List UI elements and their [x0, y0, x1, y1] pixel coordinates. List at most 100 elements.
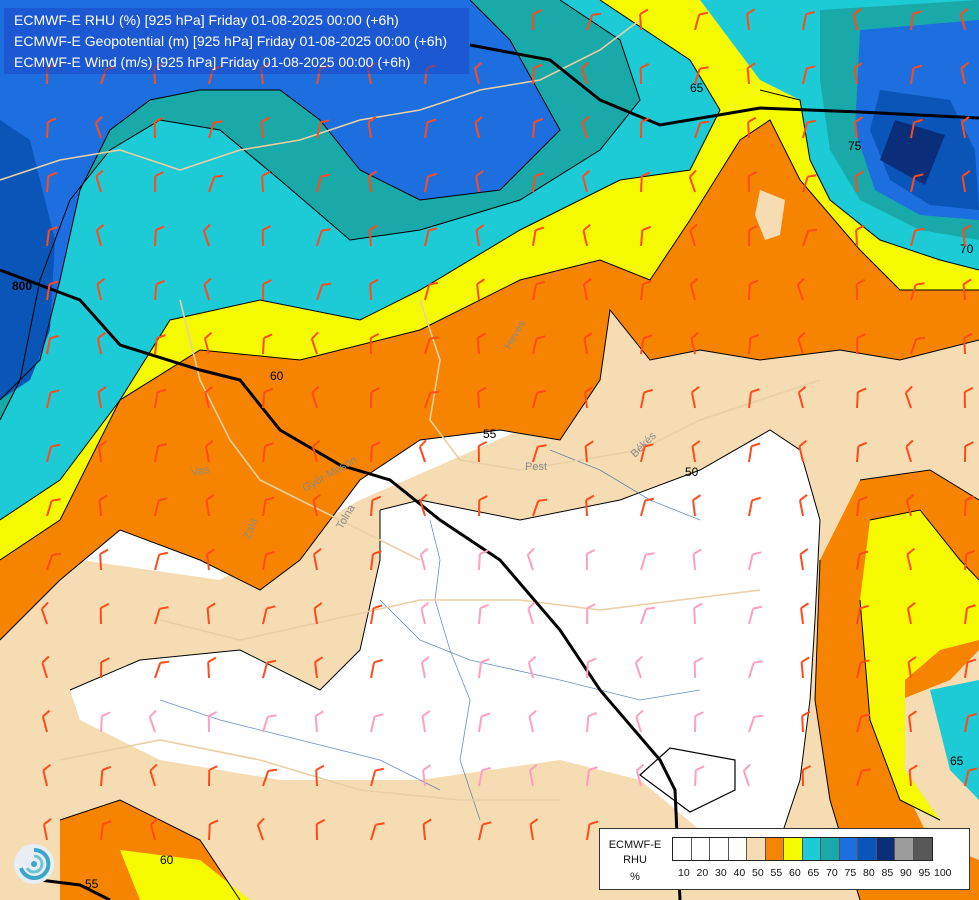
wind-barb: [313, 602, 323, 625]
wind-barb: [742, 763, 751, 787]
wind-barb: [586, 766, 598, 787]
legend-unit: %: [630, 871, 640, 883]
wind-barb: [856, 496, 868, 517]
wind-barb: [856, 768, 871, 787]
wind-title: ECMWF-E Wind (m/s) [925 hPa] Friday 01-0…: [14, 54, 411, 70]
wind-barb: [421, 710, 431, 733]
legend-swatch: [858, 838, 877, 860]
wind-barb: [207, 710, 218, 733]
legend-swatch: [821, 838, 840, 860]
wind-barb: [208, 174, 224, 193]
wind-barb: [855, 278, 866, 301]
geopotential-north-line: [469, 43, 979, 127]
wind-barb: [856, 659, 870, 679]
wind-barb: [529, 818, 539, 841]
wind-barb: [419, 547, 429, 571]
wind-barb: [422, 764, 432, 787]
geopotential-lines: [0, 43, 979, 900]
wind-barb: [370, 658, 383, 679]
wind-barb: [154, 334, 166, 355]
wind-barb: [478, 603, 490, 625]
legend-tick-label: 70: [826, 867, 838, 879]
wind-barb: [474, 115, 483, 139]
wind-barb: [584, 386, 594, 409]
wind-barb: [801, 764, 812, 787]
wind-barb: [692, 494, 702, 517]
rh-band-60: [0, 90, 979, 560]
wind-barb: [532, 63, 543, 85]
wind-barb: [586, 12, 602, 31]
wind-barb: [856, 550, 869, 571]
geo-800-label: 800: [12, 279, 32, 293]
rh-band-60-east: [860, 510, 979, 820]
wind-barb: [41, 655, 50, 679]
wind-barb: [46, 389, 60, 409]
wind-barb: [640, 171, 651, 193]
wind-barb: [747, 116, 757, 139]
contour-label-50: 50: [685, 465, 699, 479]
rh-band-60-south: [120, 850, 250, 900]
wind-barb: [260, 116, 270, 139]
wind-barb: [688, 169, 697, 193]
wind-barb: [640, 225, 652, 247]
wind-barb: [46, 226, 58, 247]
wind-barb: [694, 765, 705, 787]
wind-barb: [690, 386, 700, 409]
wind-barb: [316, 119, 330, 139]
wind-barb: [532, 280, 545, 301]
wind-barb: [802, 174, 817, 193]
wind-barb: [748, 496, 761, 517]
wind-barb: [478, 495, 488, 517]
wind-barb: [906, 547, 915, 571]
wind-barb: [797, 331, 806, 355]
wind-barb: [41, 709, 51, 733]
wind-barb: [640, 497, 655, 517]
wind-barb: [635, 709, 644, 733]
wind-barb: [692, 548, 702, 571]
wind-barb: [262, 496, 275, 517]
rh-band-55: [0, 120, 979, 640]
wind-barb: [748, 714, 764, 733]
wind-barb: [586, 820, 599, 841]
wind-barb: [694, 66, 709, 85]
wind-barb: [97, 386, 107, 409]
wind-barb: [46, 443, 61, 463]
wind-barb: [153, 116, 164, 139]
wind-barb: [582, 223, 591, 247]
borders: [0, 19, 821, 801]
legend-ticks: 10 20 30 40 50 55 60 65 70 75 80 85 90 95 100: [672, 867, 966, 881]
wind-barb: [905, 439, 914, 463]
wind-barb: [204, 440, 214, 463]
wind-barb: [42, 818, 52, 841]
wind-barb: [418, 439, 427, 463]
wind-barb: [747, 170, 758, 193]
wind-barb: [95, 223, 105, 247]
wind-barb: [532, 226, 545, 247]
wind-barb: [959, 7, 969, 31]
wind-barb: [905, 493, 915, 517]
wind-barb: [96, 277, 105, 301]
wind-barb: [478, 821, 492, 841]
wind-barb: [420, 601, 429, 625]
wind-barb: [635, 763, 645, 787]
legend-tick-label: 20: [696, 867, 709, 879]
legend-tick-label: 100: [934, 867, 952, 879]
wind-barb: [964, 604, 976, 625]
wind-barb: [424, 118, 437, 139]
wind-barb: [203, 277, 212, 301]
wind-barb: [476, 332, 486, 355]
wind-barb: [639, 62, 650, 85]
wind-barb: [475, 224, 485, 247]
wind-barb: [478, 549, 489, 571]
wind-barb: [907, 656, 917, 679]
wind-barb: [203, 331, 213, 355]
wind-barb: [312, 548, 322, 571]
wind-barb: [689, 223, 698, 247]
highlight-box: [639, 747, 736, 813]
wind-barb: [314, 656, 324, 679]
contour-label-60-bottom: 60: [160, 853, 174, 867]
wind-barb: [40, 601, 49, 625]
wind-barb: [639, 8, 649, 31]
wind-barb: [370, 441, 381, 463]
